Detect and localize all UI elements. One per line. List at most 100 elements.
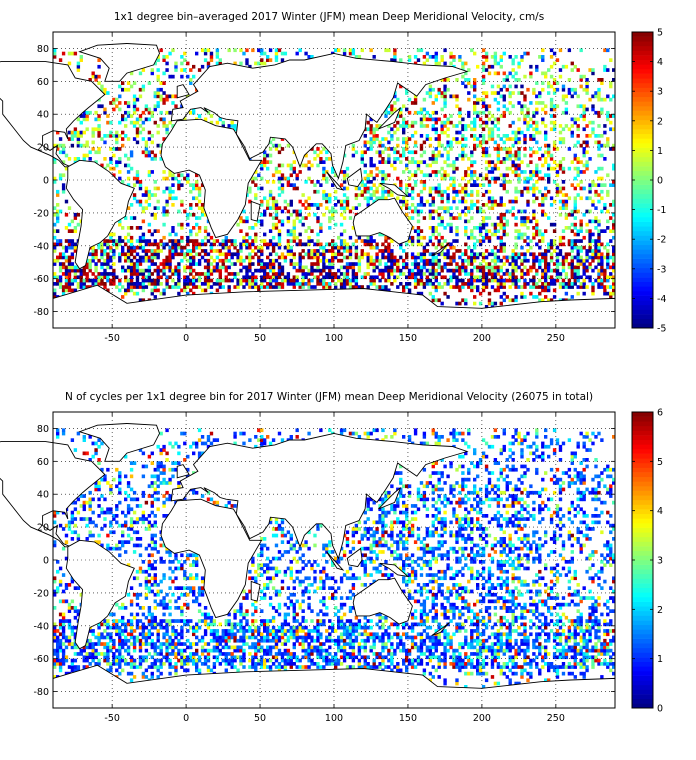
data-cell: [135, 258, 140, 263]
data-cell: [174, 232, 178, 237]
data-cell: [88, 652, 92, 656]
data-cell: [132, 268, 137, 273]
data-cell: [555, 278, 560, 283]
data-cell: [106, 278, 110, 283]
data-cell: [339, 232, 344, 237]
data-cell: [135, 245, 140, 250]
data-cell: [511, 58, 515, 62]
data-cell: [437, 117, 441, 122]
data-cell: [612, 143, 616, 148]
data-cell: [277, 239, 282, 243]
data-cell: [88, 268, 92, 273]
data-cell: [440, 219, 444, 224]
data-cell: [97, 540, 101, 544]
data-cell: [307, 226, 311, 230]
data-cell: [76, 117, 81, 122]
data-cell: [70, 137, 75, 141]
data-cell: [597, 242, 601, 247]
data-cell: [112, 262, 116, 266]
data-cell: [458, 140, 462, 145]
data-cell: [502, 216, 506, 220]
data-cell: [304, 282, 308, 286]
data-cell: [612, 245, 616, 250]
data-cell: [514, 258, 518, 263]
data-cell: [461, 137, 465, 141]
data-cell: [541, 268, 545, 273]
data-cell: [307, 239, 311, 243]
data-cell: [342, 153, 347, 158]
data-cell: [171, 226, 175, 230]
data-cell: [576, 229, 580, 233]
data-cell: [88, 262, 92, 266]
data-cell: [372, 278, 376, 283]
data-cell: [301, 216, 305, 220]
data-cell: [606, 285, 610, 289]
data-cell: [585, 78, 589, 82]
data-cell: [186, 74, 190, 79]
data-cell: [428, 94, 433, 99]
data-cell: [570, 124, 574, 128]
data-cell: [381, 255, 385, 260]
data-cell: [156, 268, 160, 273]
data-cell: [487, 301, 492, 306]
data-cell: [399, 245, 403, 250]
data-cell: [387, 124, 391, 128]
data-cell: [413, 140, 418, 145]
data-cell: [431, 186, 435, 191]
data-cell: [582, 291, 586, 296]
data-cell: [106, 91, 110, 95]
data-cell: [118, 242, 122, 247]
data-cell: [132, 176, 137, 181]
data-cell: [594, 249, 598, 253]
data-cell: [387, 160, 391, 164]
data-cell: [200, 64, 205, 69]
data-cell: [449, 94, 453, 99]
data-cell: [470, 150, 474, 155]
data-cell: [162, 189, 166, 194]
data-cell: [455, 94, 459, 99]
data-cell: [97, 662, 101, 666]
data-cell: [79, 272, 83, 276]
data-cell: [511, 143, 515, 148]
colorbar-swatch: [632, 226, 653, 232]
data-cell: [538, 258, 542, 263]
data-cell: [541, 117, 545, 122]
data-cell: [203, 249, 208, 253]
data-cell: [150, 255, 154, 260]
data-cell: [103, 107, 107, 112]
data-cell: [328, 199, 332, 204]
data-cell: [212, 258, 217, 263]
data-cell: [94, 160, 98, 164]
data-cell: [570, 272, 574, 276]
data-cell: [266, 206, 270, 210]
data-cell: [85, 655, 89, 660]
data-cell: [153, 212, 157, 217]
data-cell: [97, 484, 101, 489]
data-cell: [567, 127, 572, 132]
data-cell: [195, 222, 199, 227]
data-cell: [345, 196, 350, 201]
data-cell: [431, 199, 435, 204]
data-cell: [549, 242, 554, 247]
data-cell: [126, 255, 131, 260]
data-cell: [603, 206, 607, 210]
data-cell: [588, 255, 592, 260]
data-cell: [511, 212, 515, 217]
y-tick-label: 60: [37, 77, 49, 88]
data-cell: [91, 278, 95, 283]
data-cell: [73, 265, 78, 270]
data-cell: [277, 242, 282, 247]
data-cell: [591, 268, 595, 273]
data-cell: [508, 272, 512, 276]
data-cell: [496, 282, 501, 286]
data-cell: [478, 242, 483, 247]
data-cell: [197, 258, 202, 263]
data-cell: [126, 540, 131, 544]
data-cell: [150, 291, 154, 296]
data-cell: [390, 282, 394, 286]
data-cell: [538, 265, 542, 270]
data-cell: [227, 124, 231, 128]
data-cell: [538, 130, 542, 135]
data-cell: [118, 671, 122, 676]
data-cell: [304, 265, 308, 270]
